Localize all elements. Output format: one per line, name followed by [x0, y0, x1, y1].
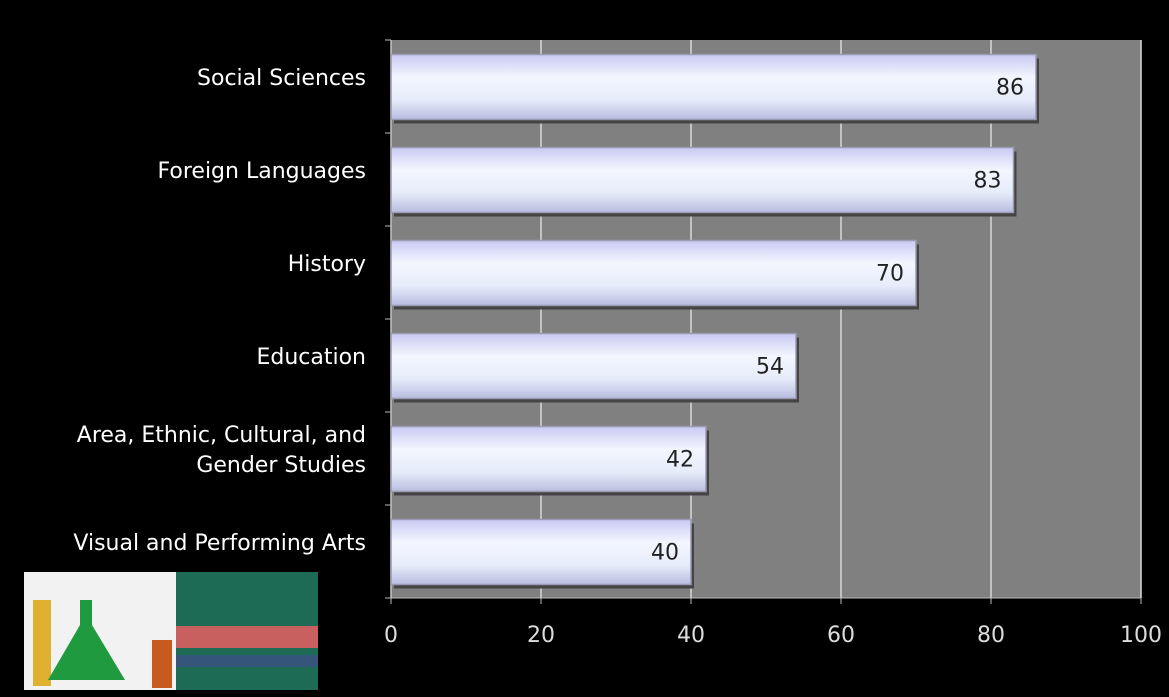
x-tick-label: 40: [677, 623, 705, 648]
x-tick-label: 20: [527, 623, 555, 648]
bar: [390, 239, 917, 307]
category-label: Education: [256, 344, 366, 370]
thumbnail: [24, 572, 318, 690]
x-tick-label: 80: [977, 623, 1005, 648]
value-label: 54: [756, 355, 784, 380]
x-tick-label: 100: [1120, 623, 1162, 648]
x-tick-label: 0: [384, 623, 398, 648]
value-label: 86: [996, 76, 1024, 101]
bar: [390, 425, 707, 493]
value-label: 40: [651, 541, 679, 566]
category-label: Area, Ethnic, Cultural, and Gender Studi…: [76, 422, 366, 478]
x-tick-label: 60: [827, 623, 855, 648]
category-label: Foreign Languages: [157, 158, 366, 184]
category-label: History: [287, 251, 366, 277]
plot-area: [391, 40, 1141, 598]
value-label: 70: [876, 262, 904, 287]
bar: [390, 53, 1037, 121]
value-label: 83: [974, 169, 1002, 194]
bar: [390, 332, 797, 400]
value-label: 42: [666, 448, 694, 473]
category-label: Social Sciences: [197, 65, 366, 91]
category-label: Visual and Performing Arts: [73, 530, 366, 556]
bar: [390, 518, 692, 586]
bar: [390, 146, 1015, 214]
